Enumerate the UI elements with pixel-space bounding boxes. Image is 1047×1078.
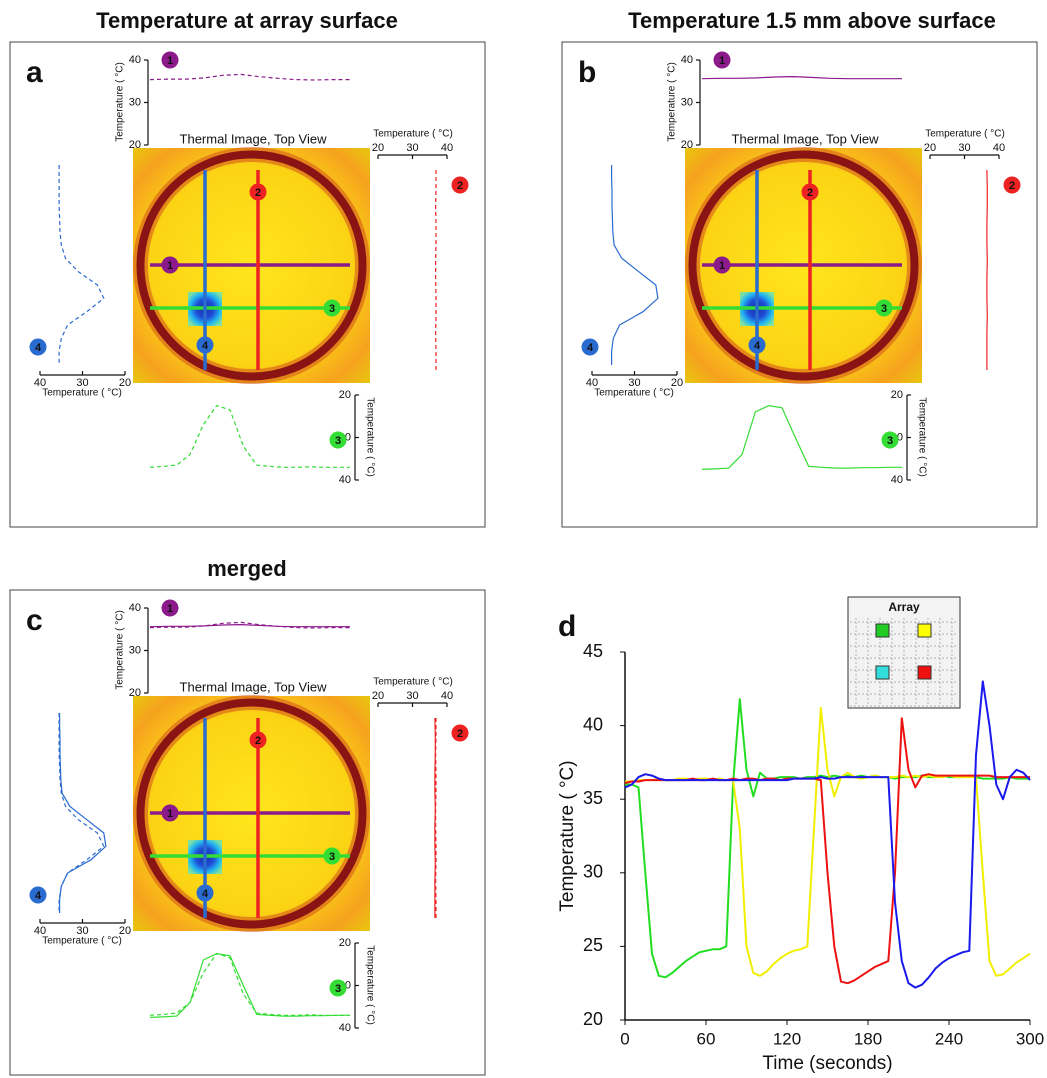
tick-label: 30 (129, 96, 141, 108)
axis-title: Temperature ( °C) (925, 129, 1005, 140)
profile-marker-label: 4 (35, 342, 42, 354)
axis-title: Temperature ( °C) (115, 62, 126, 142)
y-tick-label: 45 (583, 641, 603, 661)
tick-label: 20 (681, 139, 693, 151)
array-square (918, 624, 931, 637)
tick-label: 30 (406, 690, 418, 702)
profile-marker-label: 1 (719, 260, 725, 272)
array-square (876, 624, 889, 637)
x-axis-title: Time (seconds) (762, 1053, 892, 1074)
panel-letter: d (558, 610, 576, 643)
axis-title: Temperature ( °C) (373, 129, 453, 140)
tick-label: 40 (993, 142, 1005, 154)
profile-marker-label: 2 (457, 180, 463, 192)
profile-marker-label: 1 (167, 603, 173, 615)
profile-marker-label: 2 (807, 187, 813, 199)
tick-label: 20 (129, 687, 141, 699)
y-axis-title: Temperature ( °C) (557, 760, 578, 911)
profile-marker-label: 3 (335, 983, 341, 995)
inset-title: Array (888, 600, 920, 614)
profile-marker-label: 2 (457, 728, 463, 740)
panel-title: Temperature 1.5 mm above surface (628, 8, 996, 33)
tick-label: 30 (129, 644, 141, 656)
x-tick-label: 0 (620, 1029, 629, 1048)
tick-label: 20 (339, 389, 351, 401)
axis-title: Temperature ( °C) (373, 677, 453, 688)
array-square (918, 666, 931, 679)
tick-label: 20 (891, 389, 903, 401)
image-title: Thermal Image, Top View (732, 131, 880, 146)
x-tick-label: 240 (935, 1029, 963, 1048)
profile-marker-label: 4 (202, 888, 209, 900)
profile-marker-label: 1 (167, 55, 173, 67)
x-tick-label: 180 (854, 1029, 882, 1048)
tick-label: 40 (441, 690, 453, 702)
series-line (625, 681, 1030, 987)
image-title: Thermal Image, Top View (180, 131, 328, 146)
tick-label: 40 (681, 54, 693, 66)
x-tick-label: 300 (1016, 1029, 1044, 1048)
profile-marker-label: 4 (202, 340, 209, 352)
figure: Temperature at array surface a Thermal Ima… (0, 0, 1047, 1078)
profile-marker-label: 1 (167, 260, 173, 272)
profile-marker-label: 2 (1009, 180, 1015, 192)
y-tick-label: 25 (583, 935, 603, 955)
tick-label: 40 (339, 474, 351, 486)
panel-letter: b (578, 56, 596, 89)
tick-label: 30 (681, 96, 693, 108)
profile-marker-label: 4 (35, 890, 42, 902)
y-tick-label: 35 (583, 788, 603, 808)
tick-label: 40 (129, 54, 141, 66)
panel-letter: c (26, 604, 43, 637)
axis-title: Temperature ( °C) (364, 397, 375, 477)
profile-marker-label: 2 (255, 735, 261, 747)
panel-letter: a (26, 56, 43, 89)
axis-title: Temperature ( °C) (594, 388, 674, 399)
tick-label: 20 (372, 690, 384, 702)
tick-label: 20 (339, 937, 351, 949)
profile-marker-label: 3 (881, 303, 887, 315)
page: {"chart_data": [ {"type": "thermal_profi… (0, 0, 1047, 1078)
y-tick-label: 30 (583, 862, 603, 882)
axis-title: Temperature ( °C) (115, 610, 126, 690)
profile-marker-label: 1 (719, 55, 725, 67)
profile-marker-label: 3 (329, 851, 335, 863)
tick-label: 40 (129, 602, 141, 614)
tick-label: 30 (958, 142, 970, 154)
image-title: Thermal Image, Top View (180, 679, 328, 694)
tick-label: 20 (372, 142, 384, 154)
x-tick-label: 60 (697, 1029, 716, 1048)
tick-label: 40 (441, 142, 453, 154)
profile-marker-label: 2 (255, 187, 261, 199)
profile-marker-label: 4 (754, 340, 761, 352)
panel-title: Temperature at array surface (96, 8, 398, 33)
y-tick-label: 40 (583, 714, 603, 734)
profile-marker-label: 1 (167, 808, 173, 820)
tick-label: 30 (406, 142, 418, 154)
tick-label: 20 (129, 139, 141, 151)
profile-marker-label: 3 (335, 435, 341, 447)
tick-label: 40 (891, 474, 903, 486)
axis-title: Temperature ( °C) (42, 388, 122, 399)
x-tick-label: 120 (773, 1029, 801, 1048)
tick-label: 20 (924, 142, 936, 154)
axis-title: Temperature ( °C) (667, 62, 678, 142)
axis-title: Temperature ( °C) (42, 936, 122, 947)
panel-title: merged (207, 556, 286, 581)
y-tick-label: 20 (583, 1009, 603, 1029)
array-square (876, 666, 889, 679)
axis-title: Temperature ( °C) (916, 397, 927, 477)
profile-marker-label: 4 (587, 342, 594, 354)
profile-marker-label: 3 (887, 435, 893, 447)
tick-label: 40 (339, 1022, 351, 1034)
axis-title: Temperature ( °C) (364, 945, 375, 1025)
profile-marker-label: 3 (329, 303, 335, 315)
